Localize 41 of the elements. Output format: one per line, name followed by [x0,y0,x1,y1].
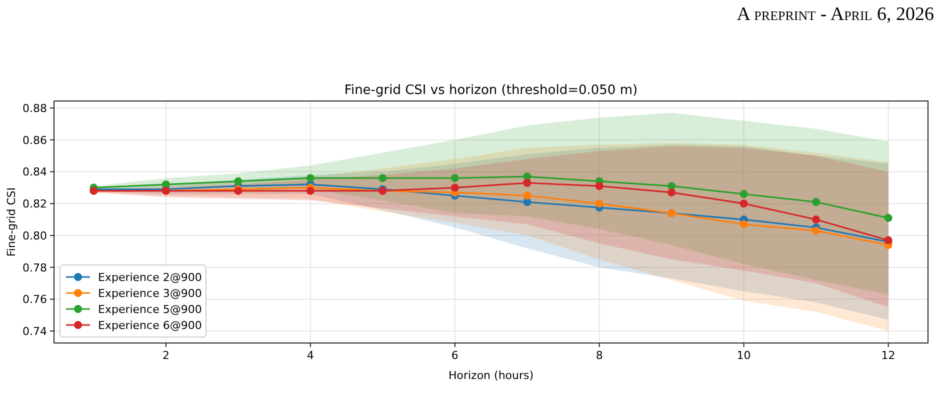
y-axis-title: Fine-grid CSI [5,187,18,257]
x-tick-label: 6 [451,349,458,362]
legend-label: Experience 3@900 [98,287,202,300]
y-tick-label: 0.88 [22,102,47,116]
text: A preprint - April 6, 2026 [736,4,934,25]
y-tick-label: 0.80 [22,229,47,242]
point [450,174,459,182]
chart-title: Fine-grid CSI vs horizon (threshold=0.050 m) [344,83,638,98]
point [378,174,387,182]
x-tick-label: 8 [596,349,603,362]
point [812,198,820,206]
point [523,178,532,187]
point [595,200,604,208]
point [450,184,459,192]
point [234,177,242,186]
point [306,186,314,195]
point [668,188,676,196]
legend-label: Experience 2@900 [98,271,202,284]
y-tick-label: 0.84 [22,166,47,179]
x-axis-title: Horizon (hours) [448,369,534,382]
legend-label: Experience 5@900 [98,303,202,316]
point [595,182,604,190]
y-tick-label: 0.76 [22,293,47,306]
y-tick-label: 0.86 [22,134,47,147]
x-tick-label: 2 [162,349,170,362]
point [306,174,314,182]
x-tick-label: 4 [306,349,314,362]
point [162,180,170,188]
y-tick-label: 0.74 [22,325,47,338]
point [884,214,892,222]
point [523,192,532,200]
y-tick-label: 0.78 [22,261,47,274]
y-tick-label: 0.82 [22,198,47,211]
x-tick-label: 10 [736,349,751,362]
point [740,190,748,198]
legend-label: Experience 6@900 [98,319,202,332]
point [740,220,748,228]
point [812,226,820,235]
x-tick-label: 12 [881,349,896,362]
point [812,216,820,224]
point [740,200,748,208]
